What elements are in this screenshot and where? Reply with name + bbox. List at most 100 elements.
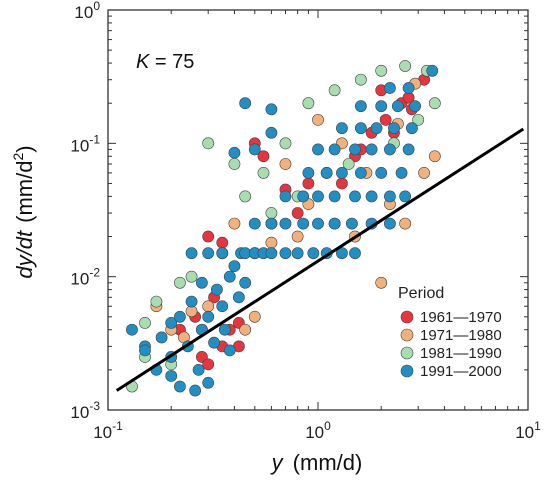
scatter-point bbox=[279, 190, 292, 203]
scatter-point bbox=[365, 143, 378, 156]
scatter-point bbox=[279, 217, 292, 230]
scatter-point bbox=[228, 146, 241, 159]
scatter-point bbox=[297, 217, 310, 230]
scatter-point bbox=[210, 283, 223, 296]
scatter-point bbox=[375, 64, 388, 77]
x-tick-label: 100 bbox=[305, 419, 331, 442]
scatter-point bbox=[139, 317, 151, 329]
scatter-point bbox=[232, 291, 245, 304]
scatter-point bbox=[328, 190, 341, 203]
scatter-point bbox=[248, 143, 261, 156]
y-axis-title: dy/dt(mm/d2) bbox=[10, 145, 37, 278]
scatter-point bbox=[312, 113, 324, 126]
scatter-point bbox=[202, 310, 215, 323]
scatter-point bbox=[345, 217, 358, 230]
scatter-point bbox=[312, 143, 324, 156]
scatter-point bbox=[185, 247, 198, 260]
legend: Period 1961—19701971—19801981—19901991—20… bbox=[398, 285, 502, 380]
scatter-point bbox=[354, 167, 367, 179]
plot-area: 10-1 100 101 10-3 10-2 10-1 100 K = 75 Period 196… bbox=[70, 0, 541, 442]
scatter-point bbox=[395, 167, 408, 179]
scatter-point bbox=[384, 190, 396, 203]
scatter-point bbox=[349, 143, 361, 156]
scatter-point bbox=[223, 344, 236, 357]
scatter-point bbox=[265, 207, 278, 219]
scatter-point bbox=[409, 100, 422, 113]
scatter-point bbox=[375, 167, 388, 179]
scatter-point bbox=[291, 230, 304, 243]
scatter-point bbox=[399, 217, 412, 230]
scatter-point bbox=[302, 167, 315, 179]
scatter-point bbox=[248, 217, 261, 230]
legend-swatch bbox=[400, 346, 414, 360]
y-tick-label: 10-2 bbox=[70, 266, 100, 289]
x-tick-label: 101 bbox=[515, 419, 541, 442]
scatter-point bbox=[328, 143, 341, 156]
scatter-point bbox=[412, 113, 425, 126]
scatter-point bbox=[239, 97, 252, 110]
scatter-point bbox=[174, 380, 186, 393]
scatter-point bbox=[265, 236, 278, 249]
scatter-point bbox=[202, 376, 215, 389]
scatter-point bbox=[328, 217, 341, 230]
scatter-point bbox=[239, 323, 252, 336]
scatter-point bbox=[174, 276, 186, 289]
scatter-point bbox=[349, 247, 361, 260]
legend-label: 1981—1990 bbox=[420, 345, 502, 362]
y-tick-label: 10-3 bbox=[70, 399, 100, 422]
scatter-point bbox=[257, 167, 270, 179]
scatter-point bbox=[155, 331, 168, 344]
scatter-point bbox=[216, 236, 229, 249]
scatter-point bbox=[384, 143, 396, 156]
scatter-point bbox=[196, 276, 208, 289]
scatter-point bbox=[312, 190, 324, 203]
scatter-point bbox=[399, 60, 412, 72]
scatter-point bbox=[202, 230, 215, 243]
scatter-point bbox=[265, 103, 278, 116]
scatter-point bbox=[307, 247, 320, 260]
scatter-point bbox=[426, 64, 439, 77]
scatter-point bbox=[185, 270, 198, 283]
legend-swatch bbox=[400, 364, 414, 378]
scatter-point bbox=[342, 158, 355, 170]
scatter-point bbox=[291, 247, 304, 260]
scatter-point bbox=[402, 82, 415, 94]
scatter-point bbox=[202, 358, 215, 371]
scatter-point bbox=[375, 100, 388, 113]
scatter-point bbox=[336, 247, 348, 260]
scatter-point bbox=[354, 73, 367, 86]
scatter-point bbox=[312, 217, 324, 230]
scatter-point bbox=[375, 276, 388, 289]
scatter-point bbox=[418, 167, 430, 179]
x-axis-title: y (mm/d) bbox=[270, 450, 363, 475]
legend-label: 1961—1970 bbox=[420, 309, 502, 326]
scatter-point bbox=[328, 84, 341, 97]
scatter-point bbox=[228, 260, 241, 273]
scatter-point bbox=[185, 295, 198, 308]
legend-label: 1971—1980 bbox=[420, 327, 502, 344]
scatter-point bbox=[239, 190, 252, 203]
legend-title: Period bbox=[398, 285, 444, 302]
scatter-point bbox=[336, 177, 348, 190]
scatter-point bbox=[228, 158, 241, 170]
scatter-point bbox=[379, 113, 392, 126]
scatter-point bbox=[365, 190, 378, 203]
scatter-point bbox=[279, 158, 292, 170]
scatter-point bbox=[388, 122, 400, 135]
scatter-point bbox=[391, 100, 404, 113]
scatter-point bbox=[402, 143, 415, 156]
scatter-point bbox=[279, 137, 292, 150]
scatter-point bbox=[192, 363, 205, 376]
legend-label: 1991—2000 bbox=[420, 363, 502, 380]
scatter-point bbox=[126, 323, 138, 336]
x-tick-label: 10-1 bbox=[93, 419, 123, 442]
scatter-point bbox=[428, 150, 441, 163]
scatter-point bbox=[239, 276, 252, 289]
scatter-point bbox=[291, 207, 304, 219]
scatter-point bbox=[354, 122, 367, 135]
scatter-point bbox=[265, 247, 278, 260]
scatter-point bbox=[248, 310, 261, 323]
scatter-point bbox=[165, 317, 178, 329]
scatter-point bbox=[174, 310, 186, 323]
